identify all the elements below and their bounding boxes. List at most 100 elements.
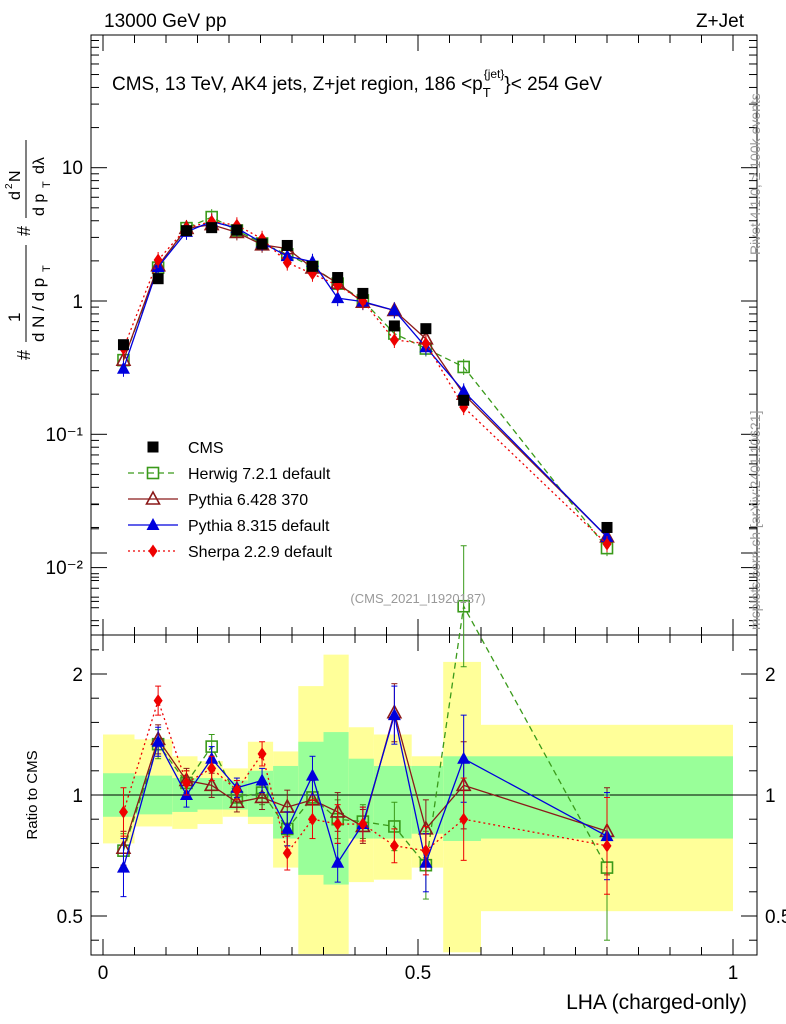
legend-label-pythia-6-428-370: Pythia 6.428 370 (188, 492, 308, 509)
main-line-sherpa-2-2-9-default (122, 220, 608, 545)
x-tick-0.5: 0.5 (405, 963, 431, 984)
ratio-uncertainty-bands (103, 654, 733, 954)
x-tick-1: 1 (728, 963, 739, 984)
x-axis-label: LHA (charged-only) (566, 991, 747, 1014)
legend-label-pythia-8-315-default: Pythia 8.315 default (188, 518, 330, 535)
ratio-line-pythia-8-315-default (122, 714, 608, 868)
main-line-pythia-8-315-default (122, 220, 608, 538)
energy-label: 13000 GeV pp (104, 11, 227, 32)
main-point-cms-13 (601, 521, 613, 533)
main-point-cms-7 (306, 260, 318, 272)
ratio-point-herwig-7-2-1-default-12 (457, 599, 470, 613)
ratio-line-herwig-7-2-1-default (122, 604, 608, 868)
main-point-pythia-8-315-default-12 (457, 384, 471, 397)
legend-marker-cms (147, 441, 159, 453)
ratio-point-sherpa-2-2-9-default-0 (118, 805, 128, 819)
main-point-cms-12 (458, 394, 470, 406)
process-label: Z+Jet (696, 11, 745, 32)
main-point-sherpa-2-2-9-default-6 (282, 256, 292, 270)
ratio-point-sherpa-2-2-9-default-6 (282, 846, 292, 860)
ratio-tick-0.5-left: 0.5 (57, 907, 83, 928)
y-tick-1: 1 (72, 292, 83, 313)
svg-text:d p: d p (31, 194, 48, 216)
main-point-pythia-8-315-default-13 (600, 529, 614, 542)
svg-text:d: d (7, 191, 24, 200)
ratio-point-pythia-8-315-default-5 (255, 773, 269, 786)
ratio-line-sherpa-2-2-9-default (122, 698, 608, 855)
y-tick-0.1: 10⁻¹ (46, 425, 84, 446)
ratio-point-sherpa-2-2-9-default-1 (153, 694, 163, 708)
svg-text:dλ: dλ (31, 157, 48, 174)
main-point-pythia-8-315-default-0 (116, 361, 130, 374)
ratio-plot-series (115, 545, 615, 941)
legend-label-sherpa-2-2-9-default: Sherpa 2.2.9 default (188, 544, 333, 561)
band-green-7 (298, 741, 324, 875)
legend-label-cms: CMS (188, 440, 224, 457)
rivet-label: Rivet 4.1.0, ≥ 100k events (747, 93, 763, 255)
ratio-point-sherpa-2-2-9-default-4 (232, 783, 242, 797)
main-point-cms-10 (388, 320, 400, 332)
ratio-point-pythia-8-315-default-7 (305, 768, 319, 781)
main-point-cms-6 (281, 239, 293, 251)
ratio-tick-2-right: 2 (765, 665, 776, 686)
ratio-point-sherpa-2-2-9-default-7 (307, 812, 317, 826)
svg-text:#: # (14, 226, 34, 236)
ratio-point-pythia-6-428-370-4 (229, 793, 245, 809)
svg-text:#: # (14, 350, 34, 360)
plot-title: CMS, 13 TeV, AK4 jets, Z+jet region, 186… (112, 67, 602, 100)
main-point-cms-11 (420, 323, 432, 335)
ratio-point-pythia-6-428-370-3 (203, 776, 220, 792)
svg-text:T: T (41, 181, 53, 188)
main-plot-series (115, 209, 615, 557)
ratio-tick-2-left: 2 (72, 665, 83, 686)
legend-marker-pythia-6-428-370 (145, 490, 161, 505)
svg-text:N: N (7, 170, 24, 182)
ratio-point-pythia-8-315-default-10 (387, 708, 401, 721)
main-point-sherpa-2-2-9-default-13 (602, 537, 612, 551)
svg-text:1: 1 (5, 313, 24, 322)
ratio-tick-1-right: 1 (765, 786, 776, 807)
main-point-cms-1 (152, 273, 164, 285)
x-tick-0: 0 (98, 963, 109, 984)
ratio-point-sherpa-2-2-9-default-3 (207, 761, 217, 775)
ratio-tick-1-left: 1 (72, 786, 83, 807)
y-tick-0.01: 10⁻² (46, 558, 84, 579)
ratio-point-sherpa-2-2-9-default-2 (181, 776, 191, 790)
main-point-cms-2 (180, 225, 192, 237)
legend-marker-sherpa-2-2-9-default (148, 544, 158, 558)
main-point-herwig-7-2-1-default-12 (457, 360, 470, 374)
svg-text:T: T (41, 265, 53, 272)
main-point-cms-5 (256, 238, 268, 250)
ratio-tick-0.5-right: 0.5 (765, 907, 786, 928)
ratio-point-pythia-8-315-default-8 (331, 855, 345, 868)
main-point-pythia-8-315-default-8 (331, 291, 345, 304)
main-point-pythia-8-315-default-10 (387, 303, 401, 316)
legend: CMS Herwig 7.2.1 default Pythia 6.428 370 P… (128, 440, 333, 561)
ratio-point-pythia-8-315-default-0 (116, 860, 130, 873)
ratio-point-pythia-6-428-370-5 (254, 788, 270, 804)
analysis-id: (CMS_2021_I1920187) (350, 591, 485, 606)
ratio-point-sherpa-2-2-9-default-9 (358, 817, 368, 831)
ratio-point-sherpa-2-2-9-default-8 (333, 817, 343, 831)
main-point-sherpa-2-2-9-default-10 (389, 333, 399, 347)
main-point-cms-3 (206, 222, 218, 234)
ratio-point-pythia-8-315-default-12 (457, 751, 471, 764)
ratio-point-sherpa-2-2-9-default-11 (421, 844, 431, 858)
ratio-point-sherpa-2-2-9-default-12 (459, 812, 469, 826)
axis-ticks (91, 35, 757, 955)
main-point-sherpa-2-2-9-default-11 (421, 336, 431, 350)
svg-text:2: 2 (4, 183, 15, 189)
main-point-cms-4 (231, 224, 243, 236)
main-line-pythia-6-428-370 (122, 223, 608, 538)
ratio-point-pythia-8-315-default-1 (151, 734, 165, 747)
ratio-point-sherpa-2-2-9-default-10 (389, 839, 399, 853)
main-point-cms-8 (332, 272, 344, 284)
main-y-axis-label: # 1 d N / d p T # d 2N d p Tdλ (4, 140, 53, 360)
svg-text:d N / d p: d N / d p (29, 278, 48, 342)
legend-marker-herwig-7-2-1-default (146, 466, 160, 480)
main-point-cms-0 (117, 339, 129, 351)
y-tick-10: 10 (62, 158, 83, 179)
main-point-sherpa-2-2-9-default-1 (153, 253, 163, 267)
main-point-cms-9 (357, 287, 369, 299)
